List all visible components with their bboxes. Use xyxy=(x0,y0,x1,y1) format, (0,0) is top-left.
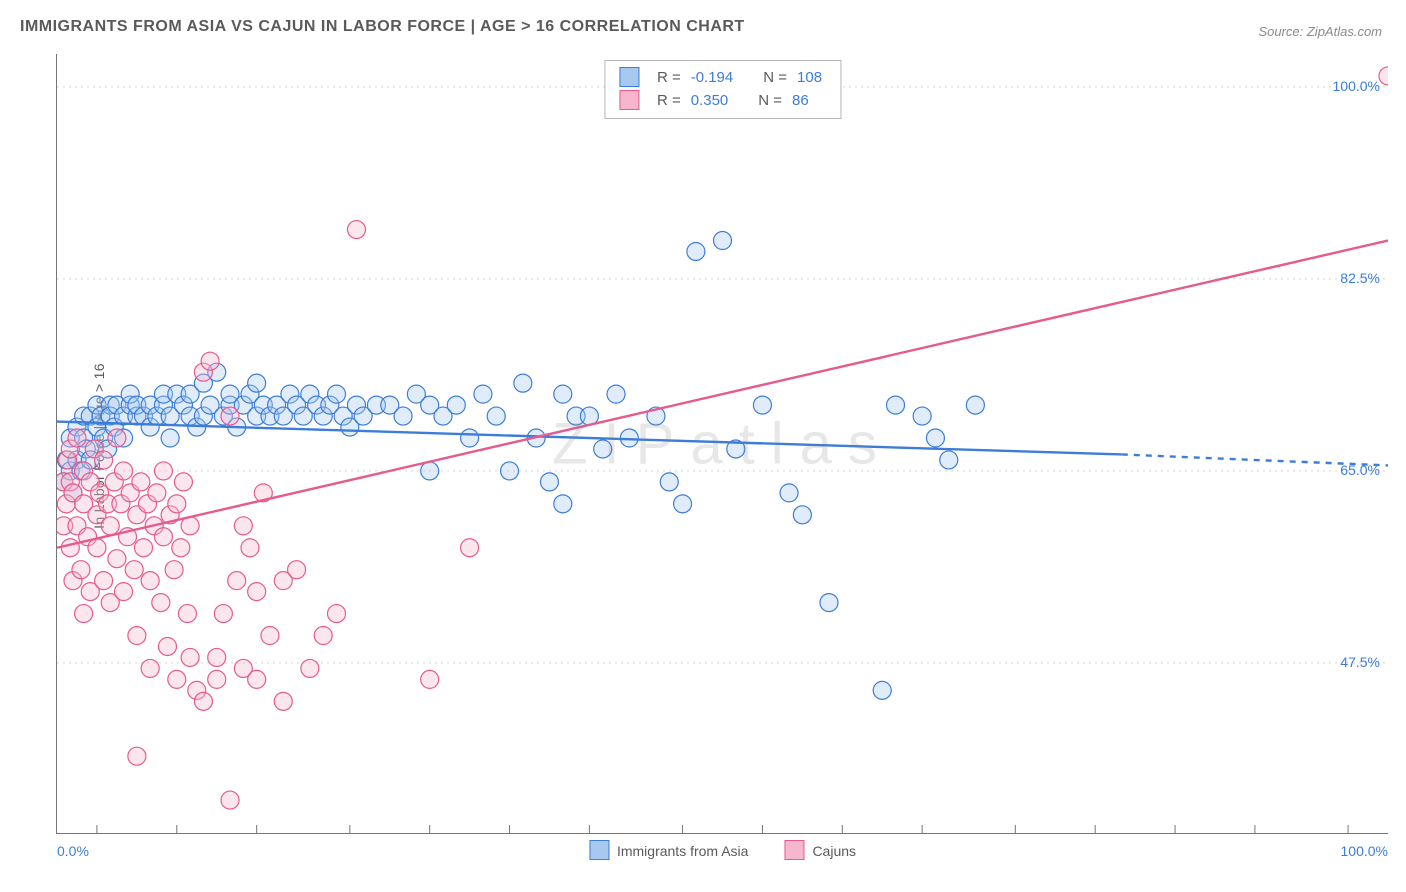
stats-r-value-1: 0.350 xyxy=(691,90,729,113)
source-label: Source: ZipAtlas.com xyxy=(1258,24,1382,39)
bottom-legend: Immigrants from Asia Cajuns xyxy=(589,841,856,861)
y-tick-label: 82.5% xyxy=(1340,270,1380,286)
stats-r-label-0: R = xyxy=(657,67,681,90)
stats-swatch-0 xyxy=(619,67,639,87)
stats-row-0: R = -0.194 N = 108 xyxy=(619,67,822,90)
y-tick-label: 47.5% xyxy=(1340,654,1380,670)
legend-item-0: Immigrants from Asia xyxy=(589,841,748,861)
legend-swatch-1 xyxy=(784,840,804,860)
stats-legend: R = -0.194 N = 108 R = 0.350 N = 86 xyxy=(604,60,841,119)
stats-n-value-0: 108 xyxy=(797,67,822,90)
legend-label-0: Immigrants from Asia xyxy=(617,843,748,859)
stats-r-label-1: R = xyxy=(657,90,681,113)
stats-n-label-0: N = xyxy=(763,67,787,90)
x-tick-right: 100.0% xyxy=(1341,843,1388,859)
y-tick-label: 65.0% xyxy=(1340,462,1380,478)
legend-label-1: Cajuns xyxy=(812,843,856,859)
legend-item-1: Cajuns xyxy=(784,841,856,861)
legend-swatch-0 xyxy=(589,840,609,860)
y-tick-label: 100.0% xyxy=(1333,78,1380,94)
plot-area: ZIPatlas R = -0.194 N = 108 R = 0.350 N … xyxy=(56,54,1388,834)
stats-swatch-1 xyxy=(619,90,639,110)
plot-svg xyxy=(57,54,1388,833)
stats-n-label-1: N = xyxy=(758,90,782,113)
stats-r-value-0: -0.194 xyxy=(691,67,734,90)
chart-title: IMMIGRANTS FROM ASIA VS CAJUN IN LABOR F… xyxy=(20,18,745,36)
stats-n-value-1: 86 xyxy=(792,90,809,113)
x-tick-left: 0.0% xyxy=(57,843,89,859)
stats-row-1: R = 0.350 N = 86 xyxy=(619,90,822,113)
chart-container: IMMIGRANTS FROM ASIA VS CAJUN IN LABOR F… xyxy=(0,0,1406,892)
